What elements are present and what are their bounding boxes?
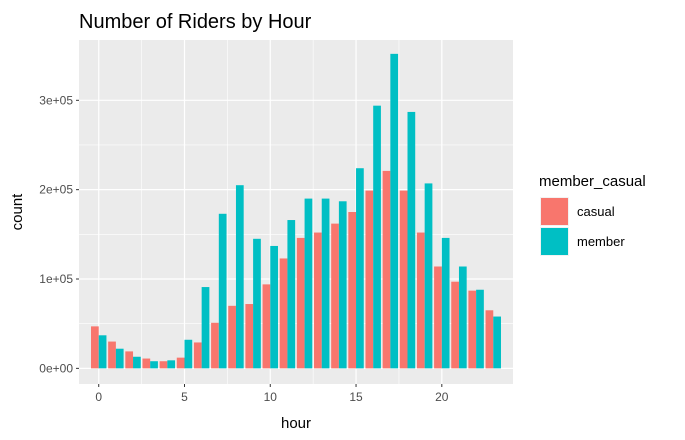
bar-casual-4 bbox=[159, 361, 168, 369]
bar-casual-15 bbox=[348, 212, 357, 369]
bar-member-17 bbox=[390, 53, 399, 369]
x-tick-label: 0 bbox=[95, 390, 102, 404]
bar-member-2 bbox=[133, 356, 141, 369]
bar-casual-11 bbox=[279, 258, 288, 369]
legend-title: member_casual bbox=[539, 173, 646, 190]
bar-member-18 bbox=[407, 111, 416, 369]
x-axis-title: hour bbox=[281, 415, 311, 432]
bar-member-5 bbox=[184, 339, 193, 369]
bar-member-19 bbox=[424, 183, 433, 369]
x-tick-label: 5 bbox=[181, 390, 188, 404]
bar-casual-2 bbox=[125, 351, 134, 369]
y-tick-label: 2e+05 bbox=[39, 183, 73, 197]
y-tick-label: 0e+00 bbox=[39, 361, 73, 375]
bar-member-6 bbox=[201, 287, 210, 369]
y-axis-title: count bbox=[9, 193, 26, 231]
bar-member-20 bbox=[441, 237, 450, 369]
bar-casual-1 bbox=[108, 341, 116, 369]
bar-member-23 bbox=[493, 316, 501, 369]
x-tick-label: 20 bbox=[435, 390, 449, 404]
bar-member-10 bbox=[270, 245, 278, 369]
bar-casual-6 bbox=[193, 342, 202, 369]
bar-member-13 bbox=[321, 198, 330, 369]
bar-member-4 bbox=[167, 360, 176, 369]
x-tick-label: 10 bbox=[264, 390, 278, 404]
x-tick-label: 15 bbox=[349, 390, 363, 404]
y-axis: 0e+00 1e+05 2e+05 3e+05 bbox=[39, 93, 79, 375]
bar-casual-22 bbox=[468, 290, 477, 369]
bar-member-15 bbox=[356, 168, 364, 369]
bar-member-12 bbox=[304, 198, 313, 369]
bar-casual-20 bbox=[434, 266, 442, 369]
bar-casual-19 bbox=[416, 232, 425, 369]
bar-casual-23 bbox=[485, 310, 494, 369]
bar-member-21 bbox=[458, 266, 467, 369]
bar-casual-17 bbox=[382, 170, 391, 369]
bar-member-11 bbox=[287, 220, 296, 369]
bar-member-9 bbox=[253, 238, 261, 369]
bar-casual-3 bbox=[142, 358, 151, 369]
chart-title: Number of Riders by Hour bbox=[79, 11, 312, 33]
bar-casual-9 bbox=[245, 304, 254, 369]
bar-casual-18 bbox=[399, 190, 408, 369]
legend-swatch-casual bbox=[541, 198, 568, 225]
bar-casual-8 bbox=[228, 305, 236, 369]
y-tick-label: 3e+05 bbox=[39, 93, 73, 107]
bar-member-7 bbox=[218, 213, 227, 369]
bar-casual-16 bbox=[365, 190, 374, 369]
bar-member-22 bbox=[476, 289, 484, 369]
bar-casual-21 bbox=[451, 281, 459, 369]
legend: member_casual casual member bbox=[539, 173, 646, 256]
bar-member-1 bbox=[115, 348, 124, 369]
bar-casual-14 bbox=[331, 223, 339, 369]
bar-casual-5 bbox=[176, 357, 185, 369]
legend-label-member: member bbox=[577, 234, 625, 249]
bar-member-0 bbox=[98, 335, 107, 369]
minor-gridlines bbox=[79, 40, 513, 384]
x-axis: 0 5 10 15 20 bbox=[95, 384, 449, 404]
y-tick-label: 1e+05 bbox=[39, 272, 73, 286]
legend-label-casual: casual bbox=[577, 204, 615, 219]
bar-member-14 bbox=[338, 201, 347, 369]
bar-casual-0 bbox=[91, 326, 99, 369]
bar-casual-12 bbox=[296, 237, 305, 369]
bar-casual-7 bbox=[211, 322, 219, 369]
bar-casual-10 bbox=[262, 284, 271, 369]
bars bbox=[91, 53, 501, 369]
bar-member-16 bbox=[373, 105, 381, 369]
legend-swatch-member bbox=[541, 228, 568, 255]
bar-member-8 bbox=[235, 185, 244, 369]
bar-member-3 bbox=[150, 361, 158, 369]
bar-casual-13 bbox=[314, 232, 322, 369]
